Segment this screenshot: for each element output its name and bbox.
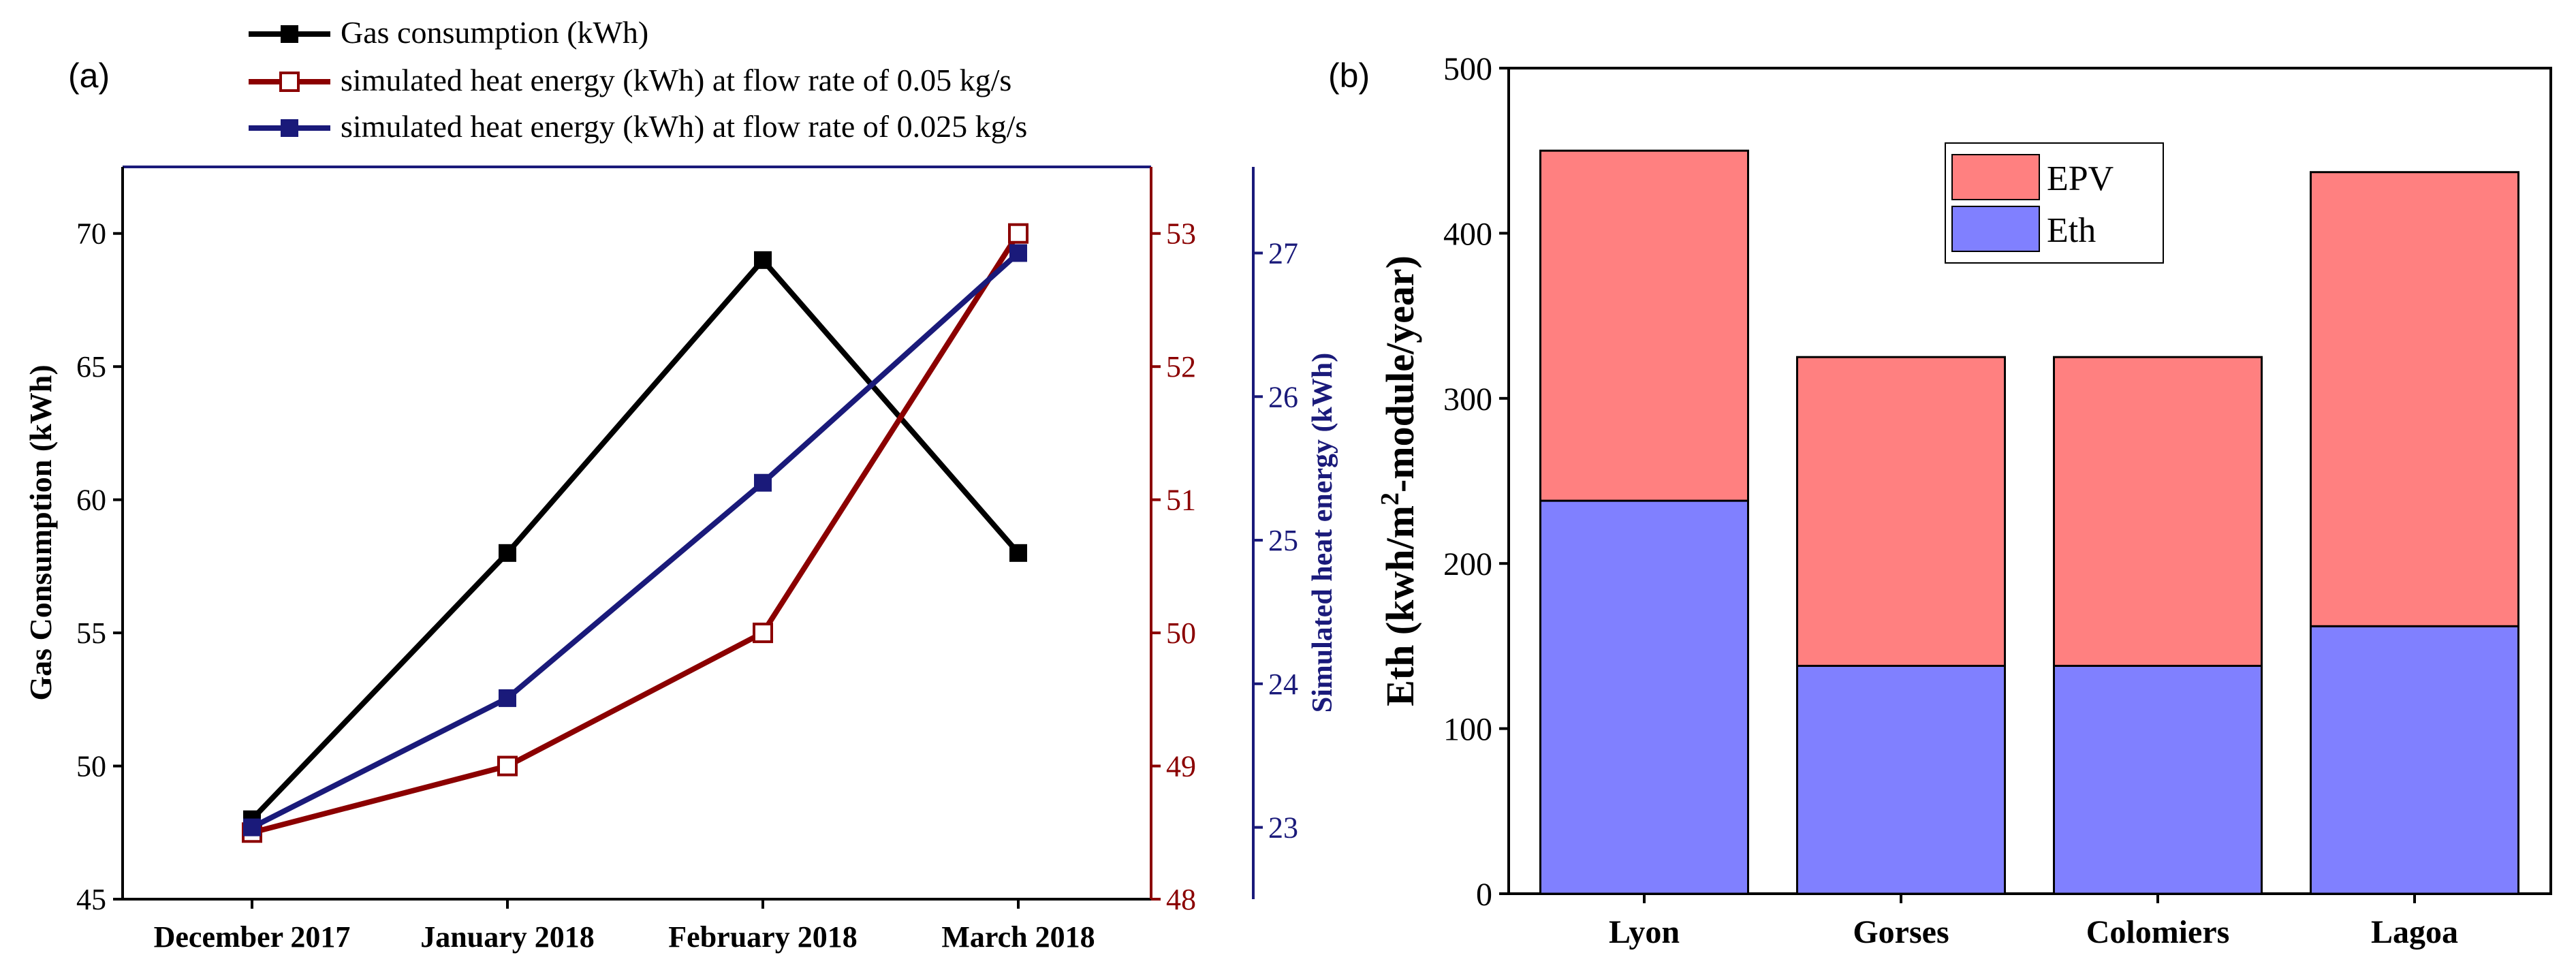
legend-epv-swatch bbox=[1951, 154, 2040, 200]
legend-flow025-marker bbox=[281, 119, 298, 137]
b-x-tick-label: Colomiers bbox=[2086, 914, 2230, 950]
panel-a: (a) Gas consumption (kWh) simulated heat… bbox=[23, 15, 1338, 954]
right2-y-tick-label: 24 bbox=[1268, 668, 1298, 701]
left-y-tick-label: 60 bbox=[76, 484, 106, 517]
left-y-tick-label: 65 bbox=[76, 350, 106, 384]
bar-eth-colomiers bbox=[2053, 664, 2263, 895]
panel-a-x-ticks: December 2017 January 2018 February 2018 Ma… bbox=[154, 899, 1095, 954]
x-tick-label: January 2018 bbox=[420, 920, 594, 954]
series-point-1 bbox=[753, 623, 773, 644]
b-y-tick-label: 200 bbox=[1443, 546, 1492, 582]
bar-epv-lyon bbox=[1539, 149, 1749, 502]
series-point-0 bbox=[499, 544, 516, 562]
panel-b: (b) 0 100 200 300 400 500 Lyon Gorses Colomiers… bbox=[1328, 51, 2552, 950]
legend-flow05-label: simulated heat energy (kWh) at flow rate… bbox=[341, 63, 1011, 97]
b-y-tick-label: 400 bbox=[1443, 216, 1492, 252]
bar-epv-lagoa bbox=[2310, 171, 2519, 627]
b-y-tick-label: 0 bbox=[1476, 877, 1492, 913]
panel-b-label: (b) bbox=[1328, 57, 1370, 95]
left-y-tick-label: 55 bbox=[76, 616, 106, 650]
panel-b-y-axis-label: Eth (kwh/m2-module/year) bbox=[1376, 255, 1422, 706]
legend-eth-swatch bbox=[1951, 206, 2040, 252]
panel-a-left-ticks: 45 50 55 60 65 70 bbox=[76, 217, 123, 916]
right2-y-tick-label: 25 bbox=[1268, 524, 1298, 557]
b-y-tick-label: 100 bbox=[1443, 712, 1492, 748]
bar-eth-lyon bbox=[1539, 499, 1749, 895]
panel-a-right-axis-label: Simulated heat energy (kWh) bbox=[1307, 353, 1338, 713]
panel-b-legend: EPV Eth bbox=[1945, 142, 2164, 264]
legend-eth-label: Eth bbox=[2047, 211, 2096, 250]
right2-y-tick-label: 26 bbox=[1268, 380, 1298, 413]
series-point-2 bbox=[754, 473, 772, 492]
bar-epv-gorses bbox=[1796, 356, 2006, 667]
legend-gas-marker bbox=[281, 25, 298, 43]
x-tick-label: December 2017 bbox=[154, 920, 351, 954]
right1-y-tick-label: 48 bbox=[1166, 883, 1196, 916]
bar-eth-lagoa bbox=[2310, 625, 2519, 895]
bar-epv-colomiers bbox=[2053, 356, 2263, 667]
right2-y-tick-label: 23 bbox=[1268, 811, 1298, 845]
left-y-tick-label: 70 bbox=[76, 217, 106, 251]
right2-y-tick-label: 27 bbox=[1268, 236, 1298, 270]
series-line-2 bbox=[251, 251, 1020, 830]
series-line-0 bbox=[250, 257, 1021, 822]
b-y-tick-label: 500 bbox=[1443, 51, 1492, 87]
series-point-2 bbox=[1009, 244, 1027, 262]
right1-y-tick-label: 49 bbox=[1166, 750, 1196, 783]
legend-gas-label: Gas consumption (kWh) bbox=[341, 15, 648, 50]
right1-y-tick-label: 53 bbox=[1166, 217, 1196, 251]
legend-flow05-marker bbox=[279, 72, 300, 92]
panel-a-right2-ticks: 23 24 25 26 27 bbox=[1253, 236, 1298, 845]
left-y-tick-label: 50 bbox=[76, 750, 106, 783]
panel-a-series bbox=[242, 223, 1028, 843]
series-point-1 bbox=[1008, 223, 1028, 244]
panel-a-right1-ticks: 48 49 50 51 52 53 bbox=[1151, 217, 1196, 916]
panel-b-y-ticks: 0 100 200 300 400 500 bbox=[1443, 51, 1509, 913]
b-x-tick-label: Gorses bbox=[1853, 914, 1949, 950]
series-point-0 bbox=[754, 251, 772, 269]
panel-a-label: (a) bbox=[68, 57, 110, 95]
series-point-0 bbox=[1009, 544, 1027, 562]
panel-b-y-axis-label-sup: 2 bbox=[1376, 492, 1404, 505]
panel-a-left-axis-label: Gas Consumption (kWh) bbox=[23, 364, 58, 700]
bar-eth-gorses bbox=[1796, 664, 2006, 895]
right1-y-tick-label: 50 bbox=[1166, 616, 1196, 650]
series-point-2 bbox=[243, 818, 261, 836]
panel-b-frame bbox=[1507, 67, 2552, 895]
panel-b-x-labels: Lyon Gorses Colomiers Lagoa bbox=[1609, 894, 2458, 950]
panel-b-bars bbox=[1539, 149, 2519, 895]
legend-flow025-label: simulated heat energy (kWh) at flow rate… bbox=[341, 109, 1027, 144]
left-y-tick-label: 45 bbox=[76, 883, 106, 916]
series-point-2 bbox=[499, 689, 516, 707]
panel-b-y-axis-label-part1: Eth (kwh/m bbox=[1378, 505, 1422, 706]
b-x-tick-label: Lagoa bbox=[2371, 914, 2458, 950]
x-tick-label: February 2018 bbox=[668, 920, 857, 954]
series-point-1 bbox=[497, 755, 518, 777]
series-line-1 bbox=[251, 232, 1021, 836]
panel-b-y-axis-label-part2: -module/year) bbox=[1378, 255, 1422, 492]
right1-y-tick-label: 52 bbox=[1166, 350, 1196, 384]
x-tick-label: March 2018 bbox=[941, 920, 1095, 954]
right1-y-tick-label: 51 bbox=[1166, 484, 1196, 517]
legend-epv-label: EPV bbox=[2047, 159, 2114, 198]
panel-a-legend: Gas consumption (kWh) simulated heat ene… bbox=[249, 15, 1027, 144]
b-y-tick-label: 300 bbox=[1443, 381, 1492, 418]
b-x-tick-label: Lyon bbox=[1609, 914, 1680, 950]
